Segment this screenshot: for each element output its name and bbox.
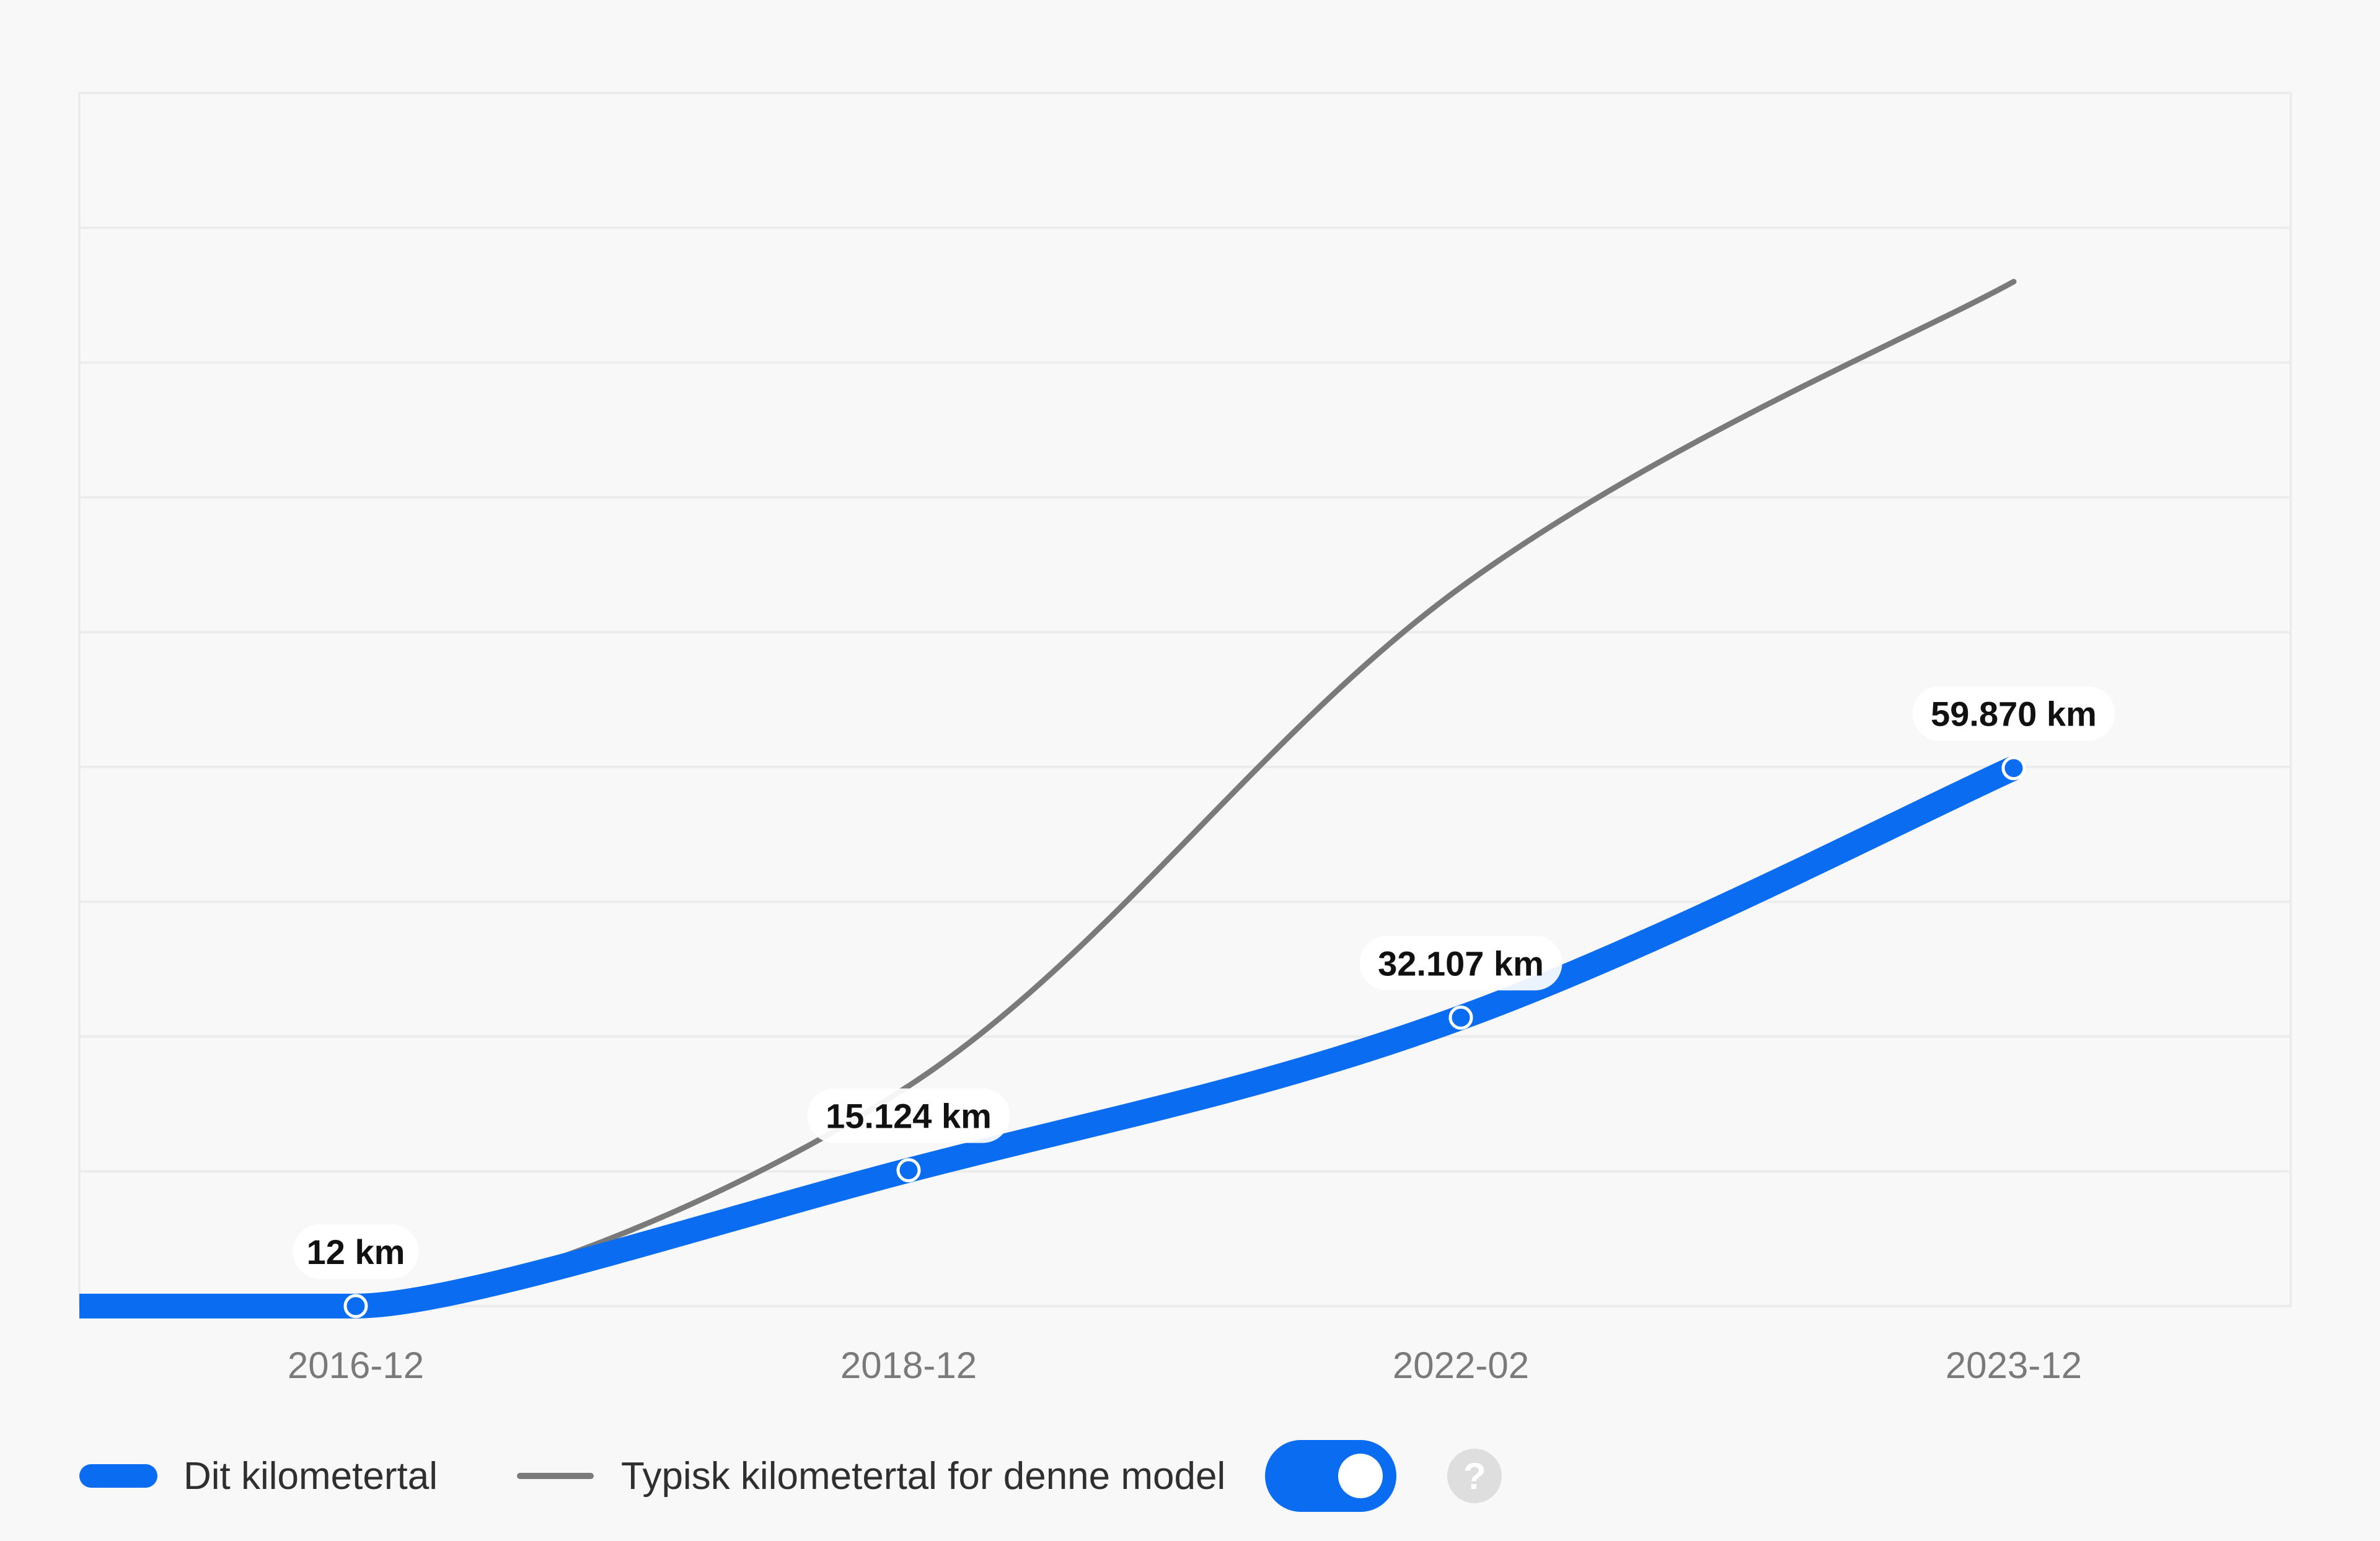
legend-swatch-blue-line — [79, 1464, 157, 1488]
help-icon[interactable]: ? — [1447, 1449, 1502, 1503]
legend-item-typisk-kilometertal: Typisk kilometertal for denne model — [517, 1454, 1225, 1498]
series-line-dit-kilometertal — [79, 757, 2019, 1319]
legend-label-typisk-kilometertal: Typisk kilometertal for denne model — [621, 1454, 1226, 1498]
series-line-typisk-kilometertal — [353, 279, 2017, 1309]
data-label-background — [1359, 936, 1562, 991]
series-lines — [79, 279, 2019, 1319]
toggle-knob — [1338, 1454, 1383, 1498]
data-label: 12 km — [307, 1232, 405, 1271]
x-tick-label: 2023-12 — [1946, 1345, 2082, 1386]
data-label-background — [807, 1088, 1010, 1143]
data-label-background — [1912, 686, 2115, 741]
x-axis-ticks: 2016-12 2018-12 2022-02 2023-12 — [288, 1345, 2082, 1386]
x-tick-label: 2018-12 — [840, 1345, 977, 1386]
data-point — [1448, 1005, 1473, 1030]
data-label: 32.107 km — [1378, 944, 1544, 983]
data-label: 59.870 km — [1931, 695, 2097, 734]
data-point — [343, 1294, 368, 1319]
data-label-background — [293, 1224, 419, 1279]
legend: Dit kilometertal Typisk kilometertal for… — [79, 1436, 1502, 1516]
grid-lines — [79, 226, 2291, 1173]
legend-swatch-gray-line — [517, 1473, 594, 1479]
mileage-chart: 12 km 15.124 km 32.107 km 59.870 km 2016-12… — [78, 92, 2292, 1386]
legend-label-dit-kilometertal: Dit kilometertal — [183, 1454, 438, 1498]
typical-mileage-toggle[interactable] — [1265, 1440, 1397, 1512]
data-point — [896, 1158, 921, 1183]
legend-item-dit-kilometertal: Dit kilometertal — [79, 1454, 438, 1498]
data-label: 15.124 km — [826, 1097, 992, 1136]
x-tick-label: 2016-12 — [288, 1345, 424, 1386]
x-tick-label: 2022-02 — [1393, 1345, 1529, 1386]
data-points — [343, 756, 2026, 1319]
data-labels: 12 km 15.124 km 32.107 km 59.870 km — [293, 686, 2115, 1279]
data-point — [2001, 756, 2026, 781]
